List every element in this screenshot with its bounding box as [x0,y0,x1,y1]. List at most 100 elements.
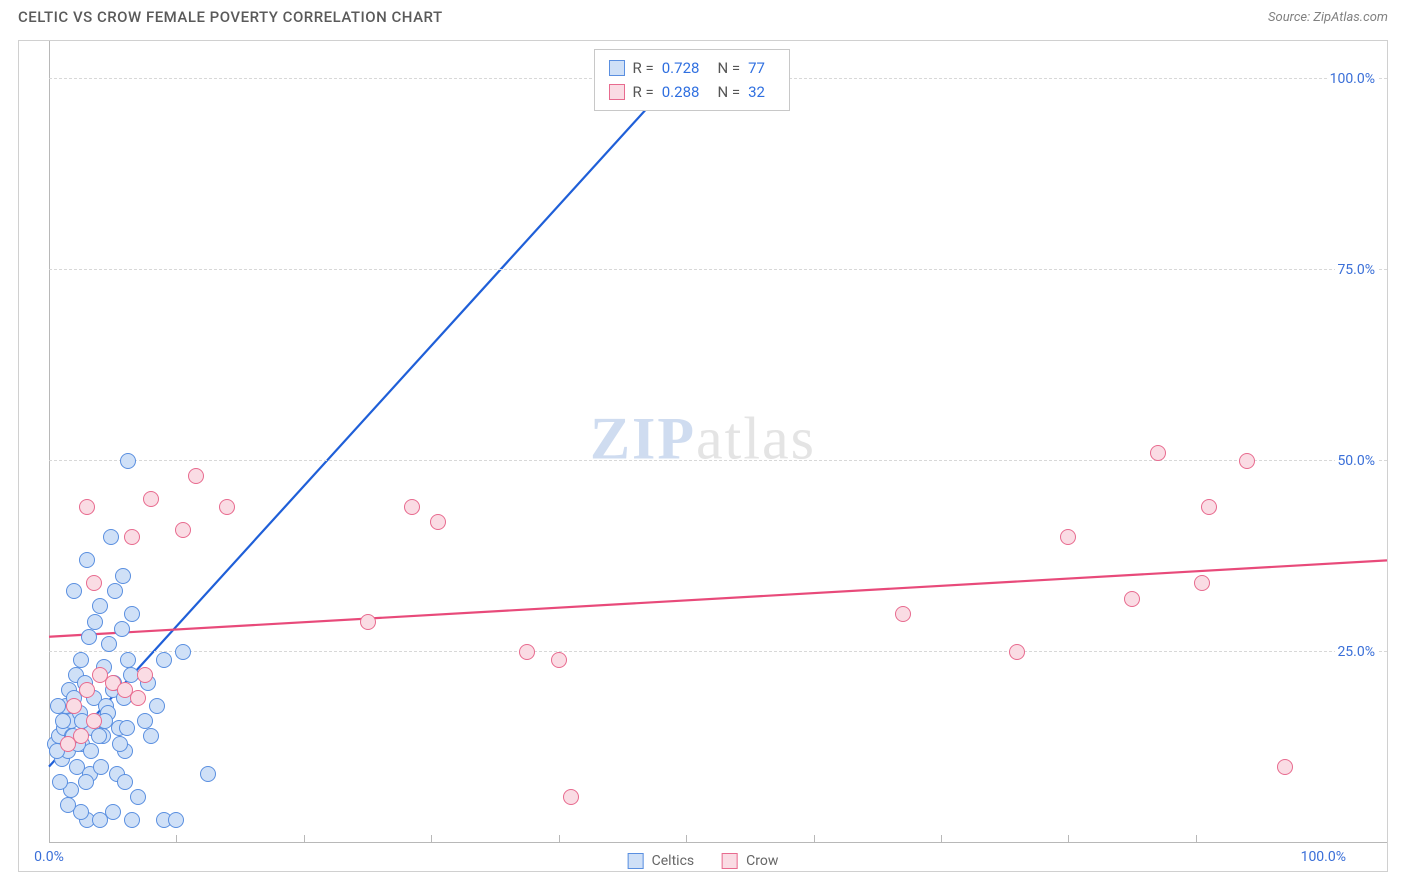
y-tick-label: 50.0% [1335,453,1377,469]
header: CELTIC VS CROW FEMALE POVERTY CORRELATIO… [0,0,1406,32]
stats-row: R =0.728N =77 [609,56,775,80]
x-tick [176,835,177,843]
trend-lines [49,41,1387,843]
y-tick-label: 75.0% [1335,262,1377,278]
x-tick-label: 100.0% [1301,849,1346,865]
data-point-crow [79,682,95,698]
data-point-celtics [124,812,140,828]
data-point-celtics [87,614,103,630]
data-point-crow [130,690,146,706]
data-point-crow [1239,453,1255,469]
data-point-crow [1194,575,1210,591]
data-point-celtics [79,552,95,568]
stats-box: R = 0.728 N = 77R = 0.288 N = 32 [594,49,790,111]
legend-label: Crow [746,853,778,869]
data-point-celtics [115,568,131,584]
data-point-crow [563,789,579,805]
data-point-celtics [107,583,123,599]
data-point-crow [66,698,82,714]
data-point-crow [137,667,153,683]
data-point-celtics [92,598,108,614]
data-point-celtics [137,713,153,729]
stat-n-label: N = [717,80,740,104]
x-tick [1068,835,1069,843]
stat-r-value: 0.728 [662,56,700,80]
data-point-celtics [101,636,117,652]
data-point-crow [551,652,567,668]
y-tick-label: 25.0% [1335,644,1377,660]
data-point-crow [86,713,102,729]
chart-container: Female Poverty ZIPatlas 25.0%50.0%75.0%1… [18,40,1388,872]
x-tick [686,835,687,843]
data-point-crow [73,728,89,744]
data-point-celtics [120,652,136,668]
stat-n-value: 77 [748,56,765,80]
plot-area: 25.0%50.0%75.0%100.0%0.0%100.0% [49,41,1387,843]
data-point-celtics [91,728,107,744]
x-tick [304,835,305,843]
data-point-crow [895,606,911,622]
data-point-crow [360,614,376,630]
x-tick [431,835,432,843]
data-point-crow [1060,529,1076,545]
data-point-crow [1009,644,1025,660]
trend-line-celtics [49,79,673,766]
data-point-celtics [105,804,121,820]
data-point-celtics [50,698,66,714]
stats-row: R = 0.288 N = 32 [609,80,775,104]
x-tick [1196,835,1197,843]
data-point-celtics [52,774,68,790]
data-point-celtics [120,453,136,469]
data-point-crow [188,468,204,484]
data-point-crow [1124,591,1140,607]
data-point-crow [175,522,191,538]
source-attribution: Source: ZipAtlas.com [1268,10,1388,25]
stat-n-label: N = [717,56,740,80]
data-point-celtics [130,789,146,805]
data-point-celtics [55,713,71,729]
data-point-celtics [168,812,184,828]
data-point-crow [404,499,420,515]
x-tick [941,835,942,843]
data-point-crow [79,499,95,515]
x-tick [814,835,815,843]
gridline [49,269,1387,270]
y-tick-label: 100.0% [1328,71,1377,87]
data-point-crow [86,575,102,591]
data-point-celtics [93,759,109,775]
chart-title: CELTIC VS CROW FEMALE POVERTY CORRELATIO… [18,8,443,26]
data-point-crow [430,514,446,530]
legend: Celtics Crow [622,853,785,869]
data-point-celtics [156,652,172,668]
data-point-celtics [73,652,89,668]
data-point-celtics [200,766,216,782]
data-point-crow [519,644,535,660]
stat-r-label: R = [633,80,654,104]
data-point-celtics [112,736,128,752]
plot: ZIPatlas 25.0%50.0%75.0%100.0%0.0%100.0%… [19,41,1387,871]
stat-n-value: 32 [748,80,765,104]
data-point-celtics [60,797,76,813]
x-tick-label: 0.0% [34,849,64,865]
data-point-crow [1150,445,1166,461]
trend-line-crow [49,560,1387,636]
data-point-celtics [119,720,135,736]
data-point-celtics [117,774,133,790]
legend-swatch-celtics [609,60,625,76]
data-point-crow [219,499,235,515]
legend-swatch-crow [722,853,738,869]
data-point-celtics [114,621,130,637]
data-point-celtics [143,728,159,744]
data-point-celtics [149,698,165,714]
data-point-crow [143,491,159,507]
legend-item-crow: Crow [722,853,778,869]
legend-swatch-celtics [628,853,644,869]
legend-item-celtics: Celtics [628,853,694,869]
data-point-crow [1277,759,1293,775]
data-point-crow [124,529,140,545]
x-tick [559,835,560,843]
legend-swatch-crow [609,84,625,100]
legend-label: Celtics [652,853,694,869]
stat-r-value: 0.288 [662,80,700,104]
data-point-celtics [103,529,119,545]
